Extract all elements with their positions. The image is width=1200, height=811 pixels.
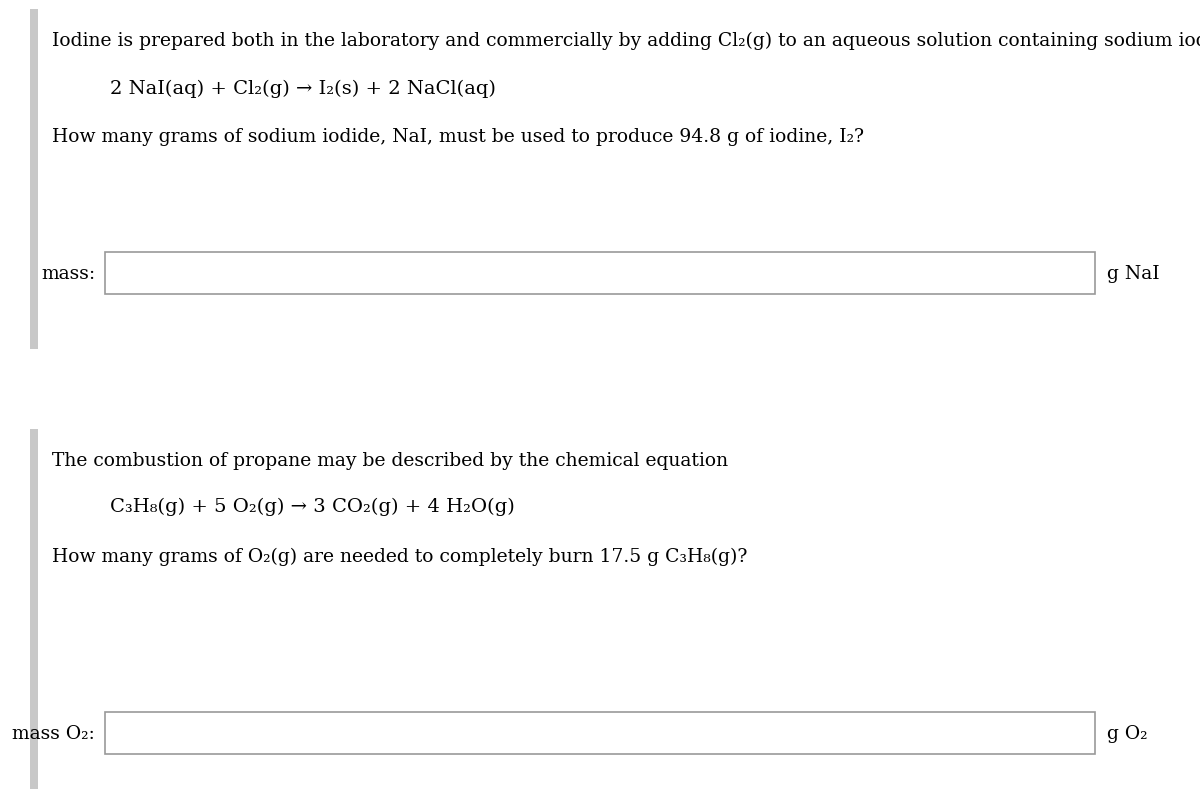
Bar (106, 253, 1096, 294)
Text: 2 NaI(aq) + Cl₂(g) → I₂(s) + 2 NaCl(aq): 2 NaI(aq) + Cl₂(g) → I₂(s) + 2 NaCl(aq) (110, 80, 496, 98)
Bar (30, 430, 1170, 789)
Text: How many grams of sodium iodide, NaI, must be used to produce 94.8 g of iodine, : How many grams of sodium iodide, NaI, mu… (52, 128, 864, 146)
Text: g NaI: g NaI (1108, 264, 1159, 283)
Text: mass:: mass: (41, 264, 95, 283)
Bar (106, 712, 1096, 754)
Text: The combustion of propane may be described by the chemical equation: The combustion of propane may be describ… (52, 452, 728, 470)
Text: Iodine is prepared both in the laboratory and commercially by adding Cl₂(g) to a: Iodine is prepared both in the laborator… (52, 32, 1200, 50)
Text: mass O₂:: mass O₂: (12, 724, 95, 742)
Text: C₃H₈(g) + 5 O₂(g) → 3 CO₂(g) + 4 H₂O(g): C₃H₈(g) + 5 O₂(g) → 3 CO₂(g) + 4 H₂O(g) (110, 497, 515, 516)
Text: g O₂: g O₂ (1108, 724, 1147, 742)
Text: How many grams of O₂(g) are needed to completely burn 17.5 g C₃H₈(g)?: How many grams of O₂(g) are needed to co… (52, 547, 748, 565)
Bar (30, 10, 1170, 350)
Bar (30, 10, 38, 350)
Bar (30, 430, 38, 789)
